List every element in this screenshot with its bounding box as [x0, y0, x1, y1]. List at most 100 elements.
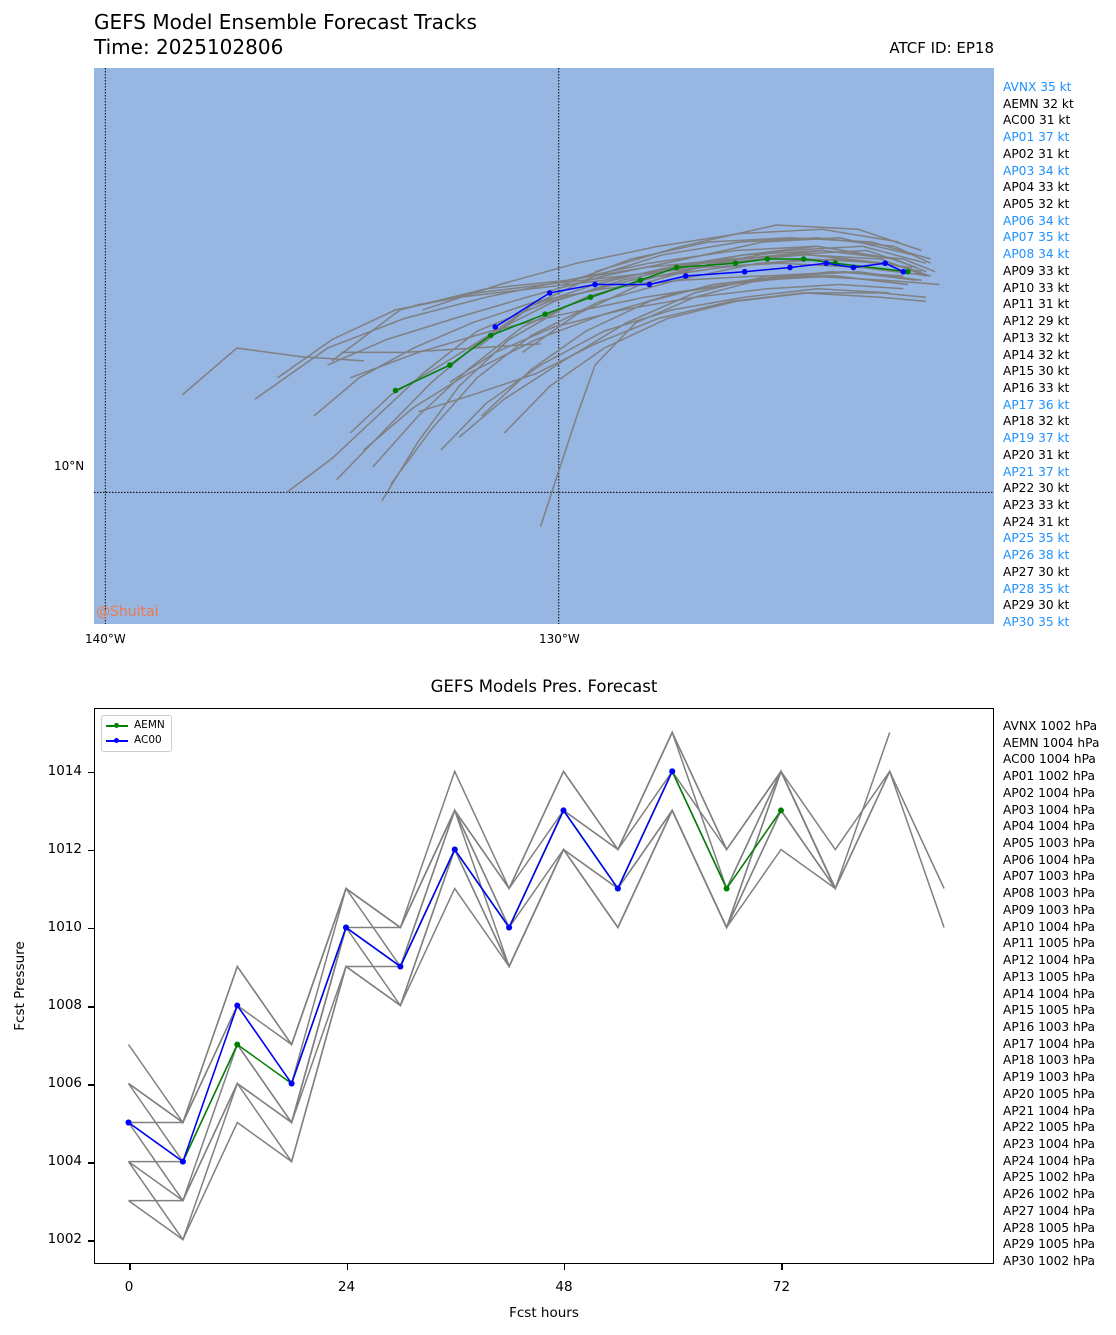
ac00-pressure-point-1: [179, 1158, 186, 1165]
pressure-label-4: AP02 1004 hPa: [1003, 785, 1095, 800]
member-track-11: [449, 283, 904, 383]
pressure-label-22: AP20 1005 hPa: [1003, 1086, 1095, 1101]
aemn-pressure-point-12: [777, 807, 784, 814]
member-track-27: [563, 237, 931, 286]
aemn-track-point-11: [905, 268, 911, 275]
aemn-track-point-5: [637, 277, 644, 284]
pressure-label-29: AP27 1004 hPa: [1003, 1203, 1095, 1218]
member-track-26: [522, 245, 927, 354]
wind-label-21: AP19 37 kt: [1003, 431, 1070, 446]
pressure-label-16: AP14 1004 hPa: [1003, 986, 1095, 1001]
pressure-label-12: AP10 1004 hPa: [1003, 919, 1095, 934]
y-tick-label-1006: 1006: [47, 1075, 82, 1092]
aemn-pressure-point-11: [723, 885, 730, 892]
ac00-pressure-point-7: [506, 924, 513, 931]
wind-label-19: AP17 36 kt: [1003, 397, 1070, 412]
member-track-16: [313, 275, 908, 417]
ac00-pressure-point-10: [669, 768, 676, 775]
member-track-25: [254, 245, 895, 400]
track-map-svg: [94, 68, 994, 624]
wind-label-31: AP29 30 kt: [1003, 598, 1070, 613]
member-track-23: [417, 292, 927, 413]
pressure-label-8: AP06 1004 hPa: [1003, 852, 1095, 867]
aemn-track-point-6: [673, 264, 680, 271]
watermark: @Shuitai: [96, 604, 159, 620]
pressure-value-list: AVNX 1002 hPa AEMN 1004 hPa AC00 1004 hPa A…: [1003, 718, 1099, 1270]
pressure-label-2: AC00 1004 hPa: [1003, 752, 1096, 767]
ac00-pressure-point-0: [125, 1119, 132, 1126]
x-tick-label-24: 24: [337, 1279, 356, 1295]
ac00-track-point-1: [546, 290, 553, 296]
wind-label-16: AP14 32 kt: [1003, 347, 1070, 362]
pressure-label-28: AP26 1002 hPa: [1003, 1187, 1095, 1202]
y-tick-mark-1006: [88, 1084, 94, 1086]
member-track-13: [539, 270, 904, 527]
member-track-5: [336, 245, 895, 481]
aemn-pressure-point-2: [234, 1041, 241, 1048]
track-map-area: @Shuitai: [94, 68, 994, 624]
member-pressure-line-10: [128, 769, 836, 1202]
y-tick-mark-1004: [88, 1162, 94, 1164]
pressure-label-13: AP11 1005 hPa: [1003, 936, 1095, 951]
ac00-pressure-point-2: [234, 1002, 241, 1009]
wind-label-4: AP02 31 kt: [1003, 146, 1070, 161]
legend-swatch-ac00: [106, 736, 128, 746]
pressure-label-30: AP28 1005 hPa: [1003, 1220, 1095, 1235]
wind-label-1: AEMN 32 kt: [1003, 96, 1074, 111]
pressure-label-19: AP17 1004 hPa: [1003, 1036, 1095, 1051]
ac00-pressure-point-5: [397, 963, 404, 970]
ac00-pressure-point-8: [560, 807, 567, 814]
track-chart-subtitle: Time: 2025102806: [94, 35, 284, 59]
pressure-label-10: AP08 1003 hPa: [1003, 886, 1095, 901]
member-track-20: [349, 275, 940, 379]
pressure-label-32: AP30 1002 hPa: [1003, 1254, 1095, 1268]
member-track-21: [422, 228, 899, 311]
wind-label-24: AP22 30 kt: [1003, 481, 1070, 496]
pressure-label-7: AP05 1003 hPa: [1003, 836, 1095, 851]
lat-tick-10n: 10°N: [54, 459, 85, 473]
ac00-track-point-3: [646, 281, 653, 288]
pressure-label-15: AP13 1005 hPa: [1003, 969, 1095, 984]
pressure-label-0: AVNX 1002 hPa: [1003, 719, 1098, 733]
ac00-track-point-6: [787, 264, 793, 271]
pressure-label-18: AP16 1003 hPa: [1003, 1019, 1095, 1034]
member-pressure-line-3: [128, 732, 891, 1124]
member-track-15: [440, 287, 890, 451]
track-chart-title: GEFS Model Ensemble Forecast Tracks: [94, 10, 477, 34]
aemn-track-point-1: [447, 362, 453, 368]
legend-item-ac00: AC00: [106, 733, 165, 748]
member-track-6: [349, 249, 918, 434]
aemn-track-point-4: [587, 294, 594, 300]
y-tick-label-1012: 1012: [47, 840, 82, 857]
pressure-label-24: AP22 1005 hPa: [1003, 1120, 1095, 1135]
pressure-label-5: AP03 1004 hPa: [1003, 802, 1095, 817]
y-tick-label-1008: 1008: [47, 997, 82, 1013]
pressure-label-20: AP18 1003 hPa: [1003, 1053, 1095, 1068]
pressure-label-27: AP25 1002 hPa: [1003, 1170, 1095, 1185]
y-tick-label-1004: 1004: [47, 1153, 82, 1170]
member-track-22: [341, 343, 541, 354]
wind-label-10: AP08 34 kt: [1003, 247, 1070, 262]
wind-label-8: AP06 34 kt: [1003, 213, 1070, 228]
x-tick-label-72: 72: [772, 1279, 791, 1295]
wind-label-22: AP20 31 kt: [1003, 447, 1070, 462]
pressure-chart-title: GEFS Models Pres. Forecast: [430, 677, 658, 696]
wind-label-30: AP28 35 kt: [1003, 581, 1070, 596]
member-track-10: [381, 253, 927, 502]
pressure-label-26: AP24 1004 hPa: [1003, 1153, 1095, 1168]
wind-label-26: AP24 31 kt: [1003, 514, 1070, 529]
pressure-y-axis-label: Fcst Pressure: [12, 941, 28, 1031]
ac00-track-point-10: [900, 268, 907, 275]
y-tick-label-1010: 1010: [47, 918, 82, 935]
aemn-track-point-7: [732, 260, 739, 267]
aemn-track-point-2: [487, 332, 494, 339]
wind-label-2: AC00 31 kt: [1003, 113, 1071, 128]
ac00-track-point-0: [492, 324, 499, 330]
wind-label-20: AP18 32 kt: [1003, 414, 1070, 429]
member-pressure-line-9: [128, 808, 836, 1241]
aemn-track-point-0: [392, 387, 399, 394]
wind-label-13: AP11 31 kt: [1003, 297, 1070, 312]
member-track-4: [286, 258, 931, 494]
aemn-track: [395, 258, 908, 392]
aemn-track-point-3: [542, 311, 548, 317]
